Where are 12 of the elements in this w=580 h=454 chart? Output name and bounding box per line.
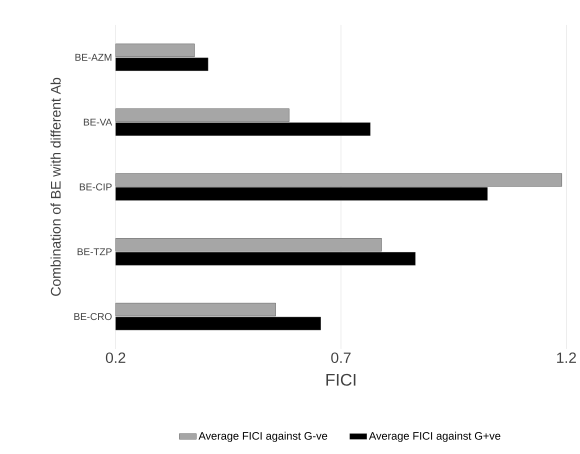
x-tick-label: 1.2 <box>557 352 576 364</box>
y-tick-label: BE-TZP <box>78 248 112 256</box>
y-tick-label: BE-AZM <box>75 54 112 61</box>
legend-label: Average FICI against G-ve <box>198 432 328 442</box>
x-tick-label: 0.7 <box>331 352 351 364</box>
y-tick-label: BE-CRO <box>74 313 112 320</box>
y-axis-title: Combination of BE with different Ab <box>50 78 61 296</box>
y-tick-label: BE-CIP <box>80 184 112 191</box>
x-axis-title: FICI <box>326 374 356 386</box>
x-tick-label: 0.2 <box>106 352 126 364</box>
y-tick-label: BE-VA <box>84 118 112 126</box>
legend-label: Average FICI against G+ve <box>368 432 500 442</box>
